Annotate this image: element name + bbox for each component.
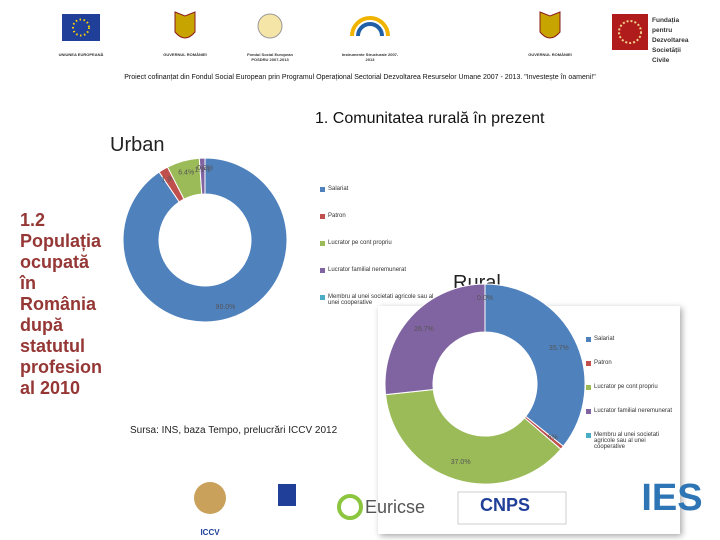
legend-label: Membru al unei societati agricole sau al… [594,432,660,450]
donut: 90.0% 1.9%6.4% 1.1%0.0% [122,157,288,323]
chart-title: Urban [110,134,165,156]
source-note: Sursa: INS, baza Tempo, prelucrări ICCV … [130,425,338,436]
side-title-line: profesion [20,357,103,377]
chart: 90.0% 1.9% 6.4% 1.1% 0.0% Salariat Patron Lucra… [110,157,445,323]
data-label: 35.7% [549,345,569,352]
is-logo-inner [356,22,384,37]
legend-swatch [586,385,591,390]
crest [174,11,196,39]
logo-caption: Fondul Social European POSDRU 2007-2013 [247,52,293,62]
slide-title: 1. Comunitatea rurală în prezent [315,110,545,127]
legend-swatch [586,433,591,438]
is-logo [350,16,390,37]
legend-item: Lucrator pe cont propriu [320,240,440,246]
legend-label: Patron [328,213,346,219]
donut-slice [385,388,562,485]
side-title-line: al 2010 [20,378,81,398]
logo-text: ICCV [200,528,220,537]
legend-label: Salariat [594,336,615,342]
cnps-box [457,491,567,525]
data-label: 26.7% [414,326,434,333]
legend-label: Patron [594,360,612,366]
legend-swatch [320,214,325,219]
legend-item: Salariat [320,186,440,192]
legend: Salariat Patron Lucrator pe cont propriu Lu… [320,186,440,318]
logo-caption: Instrumente Structurale 2007-2013 [341,52,399,62]
legend-swatch [320,187,325,192]
logo-text: CNPS [480,495,530,515]
data-label: 1.1% [195,167,211,174]
project-line: Proiect cofinanțat din Fondul Social Eur… [124,74,596,81]
legend-swatch [320,295,325,300]
legend-item: Lucrator familial neremunerat [586,408,676,414]
euricse-mark [337,494,363,520]
fse-logo [257,13,283,39]
legend-item: Patron [320,213,440,219]
logo-text: Euricse [365,497,425,517]
logo-caption: GUVERNUL ROMÂNIEI [163,52,207,57]
legend-item: Patron [586,360,676,366]
data-label: 90.0% [216,304,236,311]
fdsc-mark [618,20,642,44]
eu-stars [72,18,90,37]
logo-caption: GUVERNUL ROMÂNIEI [528,52,572,57]
chart: 35.7% 0.6% 37.0% 26.7% 0.0% Salariat Patron Luc… [378,283,680,534]
side-title: 1.2 Populația ocupată în România după statutul… [20,210,102,399]
legend-swatch [586,361,591,366]
data-label: 0.0% [477,295,493,302]
legend-label: Lucrator familial neremunerat [328,267,407,273]
donut-slice [122,157,288,323]
legend-item: Salariat [586,336,676,342]
side-title-line: 1.2 [20,210,46,230]
legend: Salariat Patron Lucrator pe cont propriu Lu… [586,336,676,534]
side-title-line: ocupată [20,252,90,272]
legend-swatch [320,268,325,273]
side-title-line: după [20,315,63,335]
partner-name: Fundația pentru Dezvoltarea Societății C… [652,17,689,64]
data-label: 0.6% [542,434,558,441]
data-label: 37.0% [451,459,471,466]
uni-logo [278,484,296,506]
legend-item: Membru al unei societati agricole sau al… [586,432,676,450]
footer-logos: ICCV Euricse CNPS IES [194,477,703,537]
logo-caption: UNIUNEA EUROPEANĂ [58,52,104,57]
legend-item: Lucrator pe cont propriu [586,384,676,390]
legend-label: Lucrator familial neremunerat [594,408,673,414]
donut-slice [384,283,486,396]
data-label: 6.4% [178,169,194,176]
legend-swatch [586,337,591,342]
side-title-line: în [20,273,36,293]
legend-swatch [586,409,591,414]
legend-label: Membru al unei societati agricole sau al… [328,294,434,306]
eu-flag [62,14,100,41]
legend-label: Lucrator pe cont propriu [328,240,392,246]
legend-item: Membru al unei societati agricole sau al… [320,294,440,306]
legend-label: Lucrator pe cont propriu [594,384,658,390]
side-title-line: România [20,294,97,314]
donut-slice [198,157,206,195]
legend-swatch [320,241,325,246]
crest [539,11,561,39]
donut: 35.7% 0.6% 37.0% 26.7% 0.0% [384,283,586,485]
data-label: 1.9% [161,177,177,184]
data-label: 0.0% [197,165,213,172]
logo-strip [62,11,648,50]
side-title-line: statutul [20,336,85,356]
fdsc-logo [612,14,648,50]
side-title-line: Populația [20,231,102,251]
legend-label: Salariat [328,186,349,192]
donut-slice [484,283,586,447]
logo-text: IES [641,477,702,519]
legend-item: Lucrator familial neremunerat [320,267,440,273]
iccv-logo [194,482,226,514]
